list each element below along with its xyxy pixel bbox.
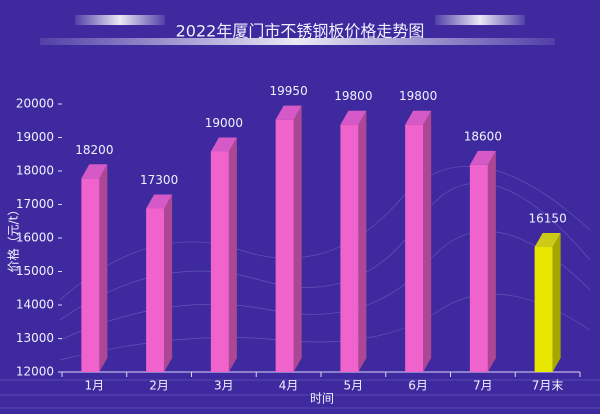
bar-side: [487, 150, 496, 372]
bar-side: [293, 105, 302, 373]
bar-top: [405, 110, 432, 125]
x-axis-label: 时间: [310, 392, 334, 406]
y-tick-label: 13000: [16, 331, 54, 345]
bar: [275, 119, 294, 372]
bar: [210, 151, 229, 372]
bar-side: [552, 232, 561, 372]
title-decoration: [435, 15, 525, 25]
y-tick-label: 16000: [16, 231, 54, 245]
mesh-line: [0, 379, 600, 409]
bar-side: [164, 194, 173, 372]
bar-top: [275, 105, 302, 120]
y-tick-label: 20000: [16, 97, 54, 111]
y-tick-label: 19000: [16, 130, 54, 144]
bar-side: [99, 164, 108, 372]
bar-top: [534, 232, 561, 247]
y-tick-label: 15000: [16, 264, 54, 278]
bar-top: [146, 194, 173, 209]
x-tick-label: 2月: [149, 379, 169, 393]
bar: [534, 246, 553, 372]
title-decoration: [40, 38, 555, 45]
bar: [146, 208, 165, 372]
data-label: 18200: [75, 143, 113, 157]
bar-top: [340, 110, 367, 125]
x-tick-label: 5月: [344, 379, 364, 393]
bar-top: [210, 137, 237, 152]
x-tick-label: 1月: [85, 379, 105, 393]
y-axis-label: 价格（元/t）: [6, 204, 21, 273]
title-decoration: [75, 15, 165, 25]
x-tick-label: 7月: [473, 379, 493, 393]
bar-side: [423, 110, 432, 372]
y-tick-label: 12000: [16, 365, 54, 379]
x-tick-label: 3月: [214, 379, 234, 393]
chart-title: 2022年厦门市不锈钢板价格走势图: [176, 22, 425, 41]
bar: [81, 178, 100, 372]
bar-top: [469, 150, 496, 165]
y-tick-label: 18000: [16, 164, 54, 178]
data-label: 19800: [399, 89, 437, 103]
data-label: 18600: [464, 129, 502, 143]
bar: [340, 124, 359, 372]
data-label: 16150: [529, 211, 567, 225]
bar: [469, 164, 488, 372]
bar-side: [228, 137, 237, 372]
data-label: 19950: [270, 84, 308, 98]
data-label: 19800: [334, 89, 372, 103]
data-label: 17300: [140, 173, 178, 187]
bar: [405, 124, 424, 372]
x-tick-label: 7月末: [532, 379, 564, 393]
bar-top: [81, 164, 108, 179]
data-label: 19000: [205, 116, 243, 130]
y-tick-label: 17000: [16, 197, 54, 211]
bar-side: [358, 110, 367, 372]
x-tick-label: 4月: [279, 379, 299, 393]
x-tick-label: 6月: [408, 379, 428, 393]
y-tick-label: 14000: [16, 298, 54, 312]
